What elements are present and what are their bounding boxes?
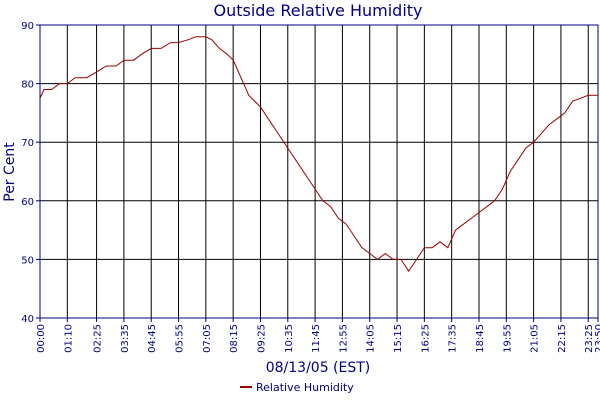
x-tick-label: 12:55 [338,324,349,353]
x-tick-label: 04:45 [147,324,158,353]
x-tick-label: 02:25 [93,324,104,353]
y-tick-label: 50 [21,255,34,266]
legend-label: Relative Humidity [256,381,354,394]
x-tick-label: 23:25 [584,324,595,353]
y-tick-label: 70 [21,138,34,149]
x-tick-label: 18:45 [475,324,486,353]
x-tick-label: 05:55 [175,324,186,353]
x-tick-label: 07:05 [202,324,213,353]
x-tick-label: 10:35 [284,324,295,353]
y-tick-label: 90 [21,21,34,32]
x-tick-label: 11:45 [311,324,322,353]
y-tick-label: 60 [21,197,34,208]
x-tick-label: 01:10 [63,324,74,353]
chart-title: Outside Relative Humidity [213,1,422,20]
x-tick-label: 08:15 [229,324,240,353]
x-tick-label: 22:15 [557,324,568,353]
y-axis-label: Per Cent [2,142,18,202]
data-line [39,36,598,272]
x-tick-label: 09:25 [256,324,267,353]
x-tick-label: 00:00 [36,324,47,353]
x-tick-label: 19:55 [502,324,513,353]
x-axis-label: 08/13/05 (EST) [266,360,371,376]
plot-border [39,24,599,319]
x-tick-label: 15:15 [393,324,404,353]
x-tick-label: 23:50 [594,324,600,353]
y-tick-label: 40 [21,314,34,325]
x-tick-label: 03:35 [120,324,131,353]
x-tick-label: 16:25 [420,324,431,353]
x-tick-label: 14:05 [366,324,377,353]
y-tick-label: 80 [21,80,34,91]
x-tick-label: 17:35 [448,324,459,353]
x-tick-label: 21:05 [530,324,541,353]
